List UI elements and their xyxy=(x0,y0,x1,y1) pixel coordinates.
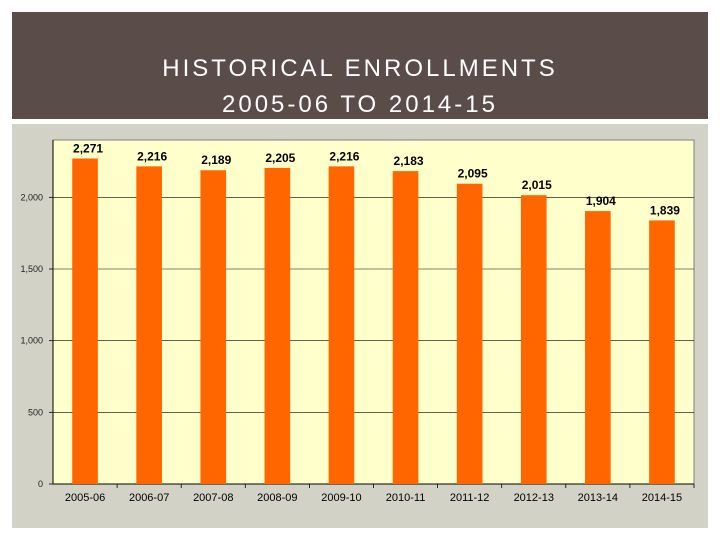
x-tick-label-2012-13: 2012-13 xyxy=(514,492,554,504)
y-tick-label: 2,000 xyxy=(20,192,43,202)
bar-2014-15 xyxy=(649,220,675,484)
data-label-2012-13: 2,015 xyxy=(522,178,552,192)
data-label-2013-14: 1,904 xyxy=(586,194,616,208)
y-tick-label: 1,000 xyxy=(20,336,43,346)
x-tick-label-2010-11: 2010-11 xyxy=(386,492,426,504)
x-tick-label-2007-08: 2007-08 xyxy=(193,492,233,504)
y-tick-label: 500 xyxy=(28,407,43,417)
data-label-2010-11: 2,183 xyxy=(394,154,424,168)
data-label-2006-07: 2,216 xyxy=(137,149,167,163)
bar-2009-10 xyxy=(328,166,355,484)
bar-2006-07 xyxy=(136,166,162,484)
data-label-2014-15: 1,839 xyxy=(650,203,680,217)
slide-title-line-2: 2005-06 TO 2014-15 xyxy=(222,91,498,118)
y-tick-label: 0 xyxy=(38,479,43,489)
data-label-2005-06: 2,271 xyxy=(73,141,103,155)
bar-2008-09 xyxy=(264,167,291,484)
bar-2007-08 xyxy=(200,170,227,484)
data-label-2011-12: 2,095 xyxy=(458,167,488,181)
x-tick-label-2006-07: 2006-07 xyxy=(129,492,169,504)
x-tick-label-2005-06: 2005-06 xyxy=(65,492,105,504)
chart-panel: 0 500 1,000 1,500 2,000 2,271 2005-06 2,216 2006… xyxy=(12,124,708,528)
data-label-2009-10: 2,216 xyxy=(329,149,359,163)
enrollment-bar-chart: 0 500 1,000 1,500 2,000 2,271 2005-06 2,216 2006… xyxy=(20,139,695,504)
x-tick-label-2011-12: 2011-12 xyxy=(450,492,490,504)
bar-2012-13 xyxy=(520,195,547,484)
bar-2011-12 xyxy=(456,183,483,484)
x-tick-label-2009-10: 2009-10 xyxy=(321,492,361,504)
x-tick-label-2014-15: 2014-15 xyxy=(642,492,682,504)
data-label-2007-08: 2,189 xyxy=(201,153,231,167)
data-label-2008-09: 2,205 xyxy=(265,151,295,165)
x-tick-label-2013-14: 2013-14 xyxy=(578,492,618,504)
slide-title-line-1: HISTORICAL ENROLLMENTS xyxy=(162,55,558,82)
x-tick-label-2008-09: 2008-09 xyxy=(257,492,297,504)
y-tick-label: 1,500 xyxy=(20,264,43,274)
bar-2005-06 xyxy=(72,158,98,485)
slide-title-banner: HISTORICAL ENROLLMENTS 2005-06 TO 2014-1… xyxy=(12,12,708,119)
bar-2010-11 xyxy=(392,171,419,484)
bar-2013-14 xyxy=(585,211,611,484)
